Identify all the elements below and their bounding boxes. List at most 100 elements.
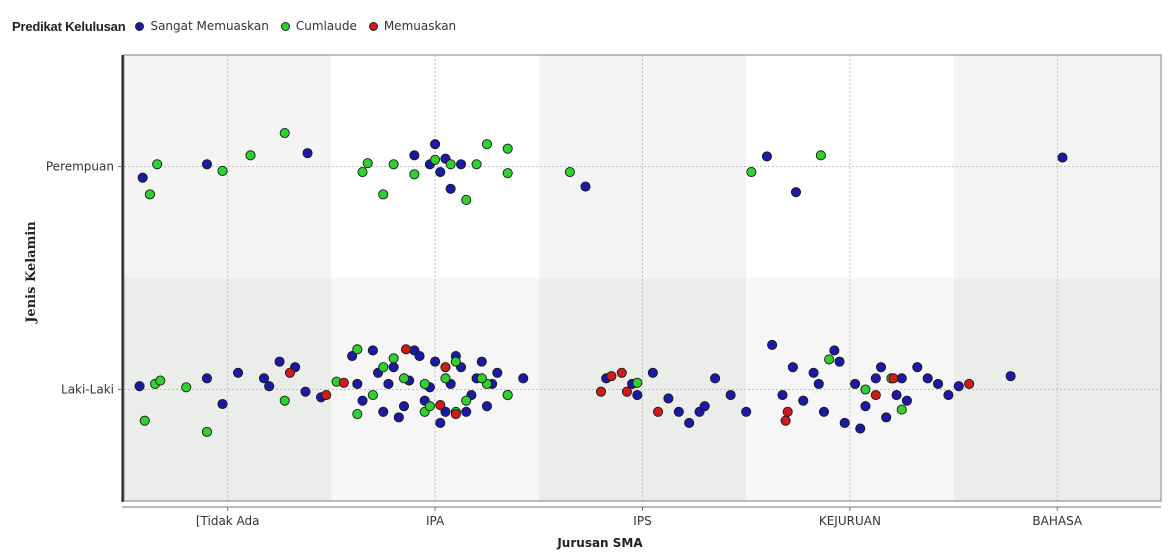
- point-sangat-memuaskan: [850, 378, 861, 389]
- legend: Predikat Kelulusan Sangat Memuaskan Cuml…: [12, 18, 468, 34]
- point-memuaskan: [780, 415, 791, 426]
- point-sangat-memuaskan: [481, 401, 493, 412]
- legend-marker-sangat-memuaskan: [135, 21, 145, 31]
- point-sangat-memuaskan: [896, 373, 907, 384]
- point-sangat-memuaskan: [767, 339, 778, 350]
- axes: [Tidak Ada IPA IPS KEJURUAN BAHASA Laki-Laki P…: [46, 54, 1162, 528]
- point-cumlaude: [362, 158, 373, 169]
- point-sangat-memuaskan: [829, 345, 840, 356]
- point-sangat-memuaskan: [357, 395, 368, 406]
- point-sangat-memuaskan: [787, 362, 798, 373]
- point-cumlaude: [388, 353, 399, 364]
- point-sangat-memuaskan: [435, 167, 446, 178]
- point-cumlaude: [357, 167, 368, 178]
- x-tick-label-ipa: IPA: [426, 514, 445, 528]
- point-sangat-memuaskan: [632, 390, 643, 401]
- series-sangat-memuaskan: [134, 139, 1068, 434]
- point-cumlaude: [450, 356, 461, 367]
- point-sangat-memuaskan: [710, 373, 721, 384]
- point-sangat-memuaskan: [302, 148, 313, 159]
- point-cumlaude: [632, 377, 643, 388]
- point-cumlaude: [378, 362, 389, 373]
- point-sangat-memuaskan: [367, 345, 378, 356]
- point-memuaskan: [888, 373, 899, 384]
- point-cumlaude: [564, 167, 575, 178]
- point-cumlaude: [471, 159, 482, 170]
- point-cumlaude: [860, 384, 871, 395]
- point-memuaskan: [440, 362, 451, 373]
- point-cumlaude: [152, 159, 163, 170]
- point-cumlaude: [430, 154, 441, 165]
- point-cumlaude: [424, 401, 435, 412]
- point-sangat-memuaskan: [798, 395, 809, 406]
- x-tick-label-ips: IPS: [633, 514, 651, 528]
- point-sangat-memuaskan: [790, 187, 802, 198]
- point-memuaskan: [450, 408, 461, 420]
- point-cumlaude: [352, 408, 363, 420]
- legend-item-memuaskan: Memuaskan: [368, 19, 457, 33]
- point-memuaskan: [653, 406, 664, 417]
- point-sangat-memuaskan: [414, 350, 425, 362]
- point-sangat-memuaskan: [393, 412, 404, 423]
- point-sangat-memuaskan: [808, 367, 819, 378]
- point-sangat-memuaskan: [699, 401, 710, 412]
- point-memuaskan: [606, 371, 617, 382]
- point-sangat-memuaskan: [834, 356, 845, 367]
- legend-item-cumlaude: Cumlaude: [280, 19, 357, 33]
- series-memuaskan: [284, 344, 975, 426]
- point-sangat-memuaskan: [409, 150, 420, 161]
- data-points: [134, 127, 1068, 437]
- point-cumlaude: [155, 375, 166, 386]
- point-sangat-memuaskan: [725, 390, 736, 401]
- point-sangat-memuaskan: [518, 373, 529, 384]
- x-tick-label-bahasa: BAHASA: [1032, 514, 1083, 528]
- point-sangat-memuaskan: [274, 356, 285, 367]
- point-cumlaude: [815, 150, 826, 161]
- point-cumlaude: [476, 373, 487, 384]
- point-sangat-memuaskan: [932, 378, 944, 389]
- point-sangat-memuaskan: [398, 401, 410, 412]
- series-cumlaude: [139, 127, 907, 437]
- point-cumlaude: [461, 395, 472, 406]
- point-cumlaude: [201, 426, 213, 437]
- point-cumlaude: [217, 165, 228, 177]
- point-sangat-memuaskan: [445, 183, 456, 194]
- legend-marker-cumlaude: [280, 21, 290, 31]
- point-memuaskan: [338, 377, 349, 388]
- point-sangat-memuaskan: [440, 406, 451, 417]
- point-sangat-memuaskan: [839, 417, 850, 429]
- point-sangat-memuaskan: [492, 367, 503, 378]
- y-axis-title: Jenis Kelamin: [24, 221, 39, 324]
- point-cumlaude: [440, 373, 451, 384]
- point-sangat-memuaskan: [953, 381, 964, 392]
- point-cumlaude: [896, 404, 907, 415]
- grid-lines: [124, 55, 1161, 501]
- point-sangat-memuaskan: [881, 412, 892, 423]
- point-memuaskan: [616, 367, 627, 378]
- point-memuaskan: [964, 378, 975, 389]
- point-sangat-memuaskan: [663, 393, 674, 404]
- legend-title: Predikat Kelulusan: [12, 18, 126, 34]
- point-sangat-memuaskan: [378, 406, 389, 417]
- x-axis-title: Jurusan SMA: [556, 536, 643, 550]
- point-sangat-memuaskan: [684, 417, 695, 429]
- point-sangat-memuaskan: [647, 367, 658, 378]
- point-sangat-memuaskan: [352, 378, 363, 389]
- point-sangat-memuaskan: [137, 172, 148, 183]
- legend-label-cumlaude: Cumlaude: [295, 19, 357, 33]
- point-sangat-memuaskan: [134, 381, 145, 392]
- point-sangat-memuaskan: [264, 381, 275, 392]
- point-cumlaude: [245, 150, 256, 161]
- point-sangat-memuaskan: [461, 406, 472, 417]
- point-sangat-memuaskan: [922, 373, 933, 384]
- point-cumlaude: [367, 390, 378, 401]
- legend-label-memuaskan: Memuaskan: [383, 19, 457, 33]
- point-cumlaude: [461, 194, 472, 205]
- point-sangat-memuaskan: [430, 139, 441, 150]
- legend-marker-memuaskan: [368, 21, 378, 31]
- point-cumlaude: [139, 415, 150, 426]
- point-sangat-memuaskan: [901, 395, 912, 406]
- legend-item-sangat-memuaskan: Sangat Memuaskan: [135, 19, 269, 33]
- point-sangat-memuaskan: [347, 350, 358, 362]
